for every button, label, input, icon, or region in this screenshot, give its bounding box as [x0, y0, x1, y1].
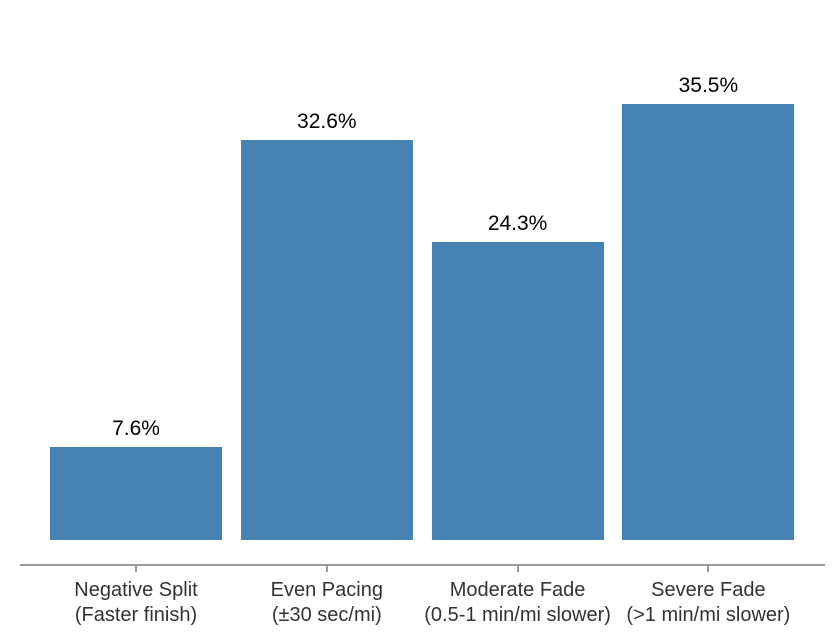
value-label: 7.6% [112, 417, 160, 440]
value-label: 32.6% [297, 110, 357, 133]
x-axis-tick-mark [135, 566, 137, 572]
x-tick-label: Negative Split (Faster finish) [74, 579, 198, 626]
bar [431, 242, 604, 540]
x-tick-label: Moderate Fade (0.5-1 min/mi slower) [424, 579, 611, 626]
x-tick-label: Severe Fade (>1 min/mi slower) [626, 579, 791, 626]
bar [240, 140, 413, 540]
bar [50, 447, 222, 540]
bar [622, 104, 795, 540]
value-label: 24.3% [487, 212, 548, 235]
x-axis-tick-mark [516, 566, 519, 572]
x-axis-tick-mark [707, 566, 710, 572]
value-label: 35.5% [678, 74, 739, 97]
x-axis-tick-mark [325, 566, 328, 572]
x-axis-line [20, 564, 825, 566]
x-tick-label: Even Pacing (±30 sec/mi) [270, 579, 383, 626]
